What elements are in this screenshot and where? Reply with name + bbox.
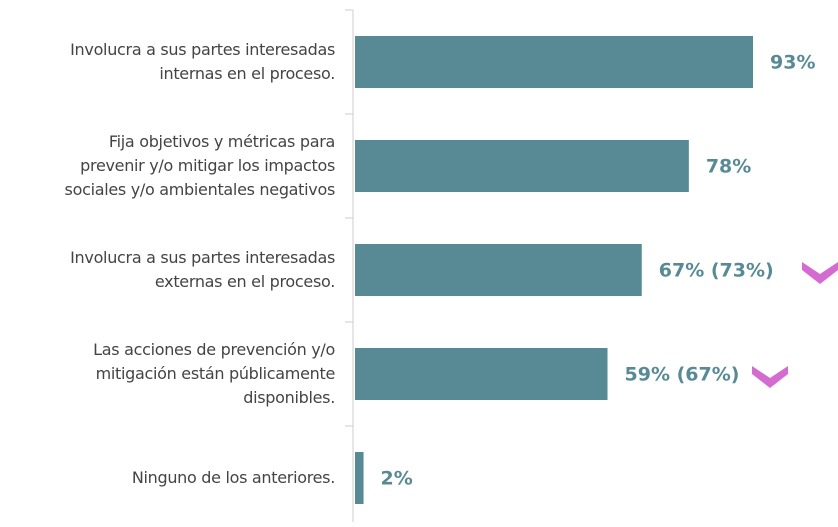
bar — [355, 36, 754, 88]
category-label: Fija objetivos y métricas para prevenir y… — [65, 132, 335, 199]
bar — [355, 140, 689, 192]
bar — [355, 244, 642, 296]
value-label: 59% (67%) — [625, 364, 740, 386]
category-label: Involucra a sus partes interesadas intern… — [70, 40, 335, 83]
category-label: Involucra a sus partes interesadas extern… — [70, 248, 335, 291]
decrease-chevron — [802, 262, 838, 284]
bar — [355, 348, 608, 400]
value-label: 93% — [770, 52, 815, 74]
category-label: Las acciones de prevención y/o mitigación… — [93, 340, 335, 407]
value-label: 2% — [381, 468, 413, 490]
category-label: Ninguno de los anteriores. — [132, 468, 335, 487]
value-label: 67% (73%) — [659, 260, 774, 282]
decrease-chevron — [752, 366, 788, 388]
value-label: 78% — [706, 156, 751, 178]
bar — [355, 452, 364, 504]
